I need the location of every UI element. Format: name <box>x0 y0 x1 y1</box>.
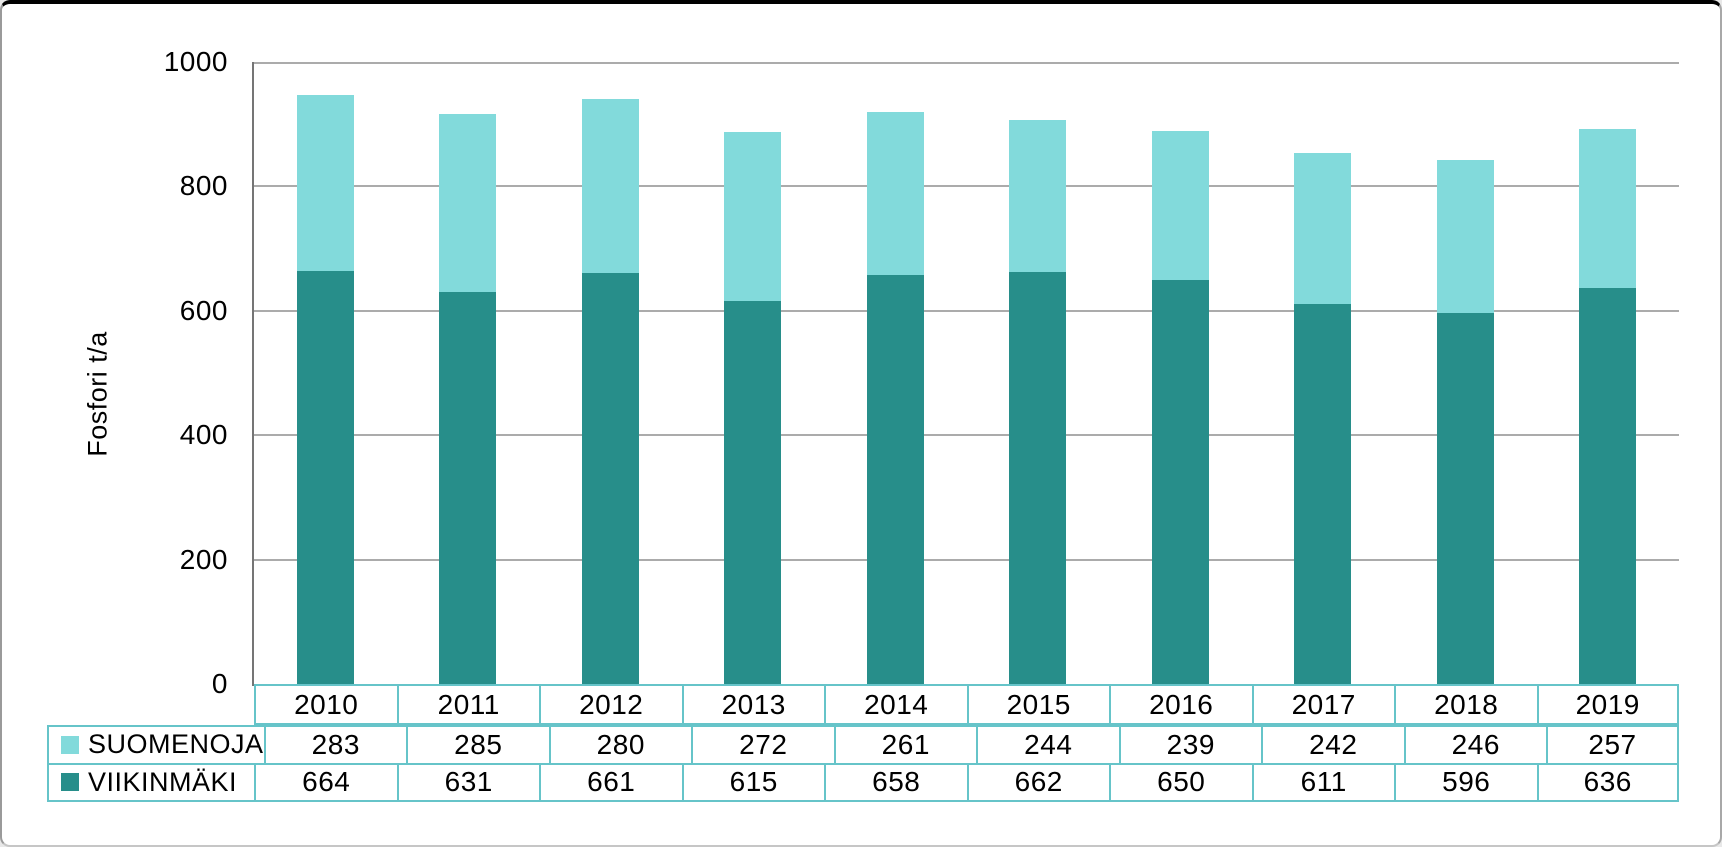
cell-suomenoja-2014: 261 <box>836 727 979 763</box>
gridline-1000 <box>254 62 1679 64</box>
y-tick-label-0: 0 <box>211 668 228 699</box>
year-header-2011: 2011 <box>399 686 541 723</box>
x-axis-year-header-row: 2010 2011 2012 2013 2014 2015 2016 2017 2018 2019 <box>254 684 1679 725</box>
year-header-2013: 2013 <box>684 686 826 723</box>
bar-2017-viikinm-ki <box>1294 303 1352 684</box>
bar-2014-viikinm-ki <box>866 274 924 684</box>
y-tick-label-200: 200 <box>179 543 228 575</box>
y-tick-label-600: 600 <box>179 294 228 326</box>
cell-viikinm-ki-2016: 650 <box>1111 764 1254 800</box>
legend-color-swatch-viikinm-ki <box>61 773 79 792</box>
legend-suomenoja: SUOMENOJA <box>49 727 266 763</box>
cell-viikinm-ki-2011: 631 <box>399 764 541 800</box>
cell-suomenoja-2011: 285 <box>408 727 551 763</box>
data-table: SUOMENOJA 283 285 280 272 261 244 239 242 246 257 V… <box>47 725 1679 802</box>
bar-2011-suomenoja <box>439 114 497 292</box>
bar-2015-suomenoja <box>1009 120 1067 273</box>
bar-2012-viikinm-ki <box>581 272 639 684</box>
bar-2016-suomenoja <box>1151 131 1209 280</box>
cell-suomenoja-2010: 283 <box>266 727 409 763</box>
year-header-2016: 2016 <box>1111 686 1254 723</box>
legend-label-suomenoja: SUOMENOJA <box>88 729 264 760</box>
cell-suomenoja-2013: 272 <box>693 727 836 763</box>
year-header-2010: 2010 <box>256 686 399 723</box>
cell-viikinm-ki-2014: 658 <box>826 764 969 800</box>
bar-2019-suomenoja <box>1579 128 1637 289</box>
y-tick-label-400: 400 <box>179 419 228 451</box>
bar-2018-viikinm-ki <box>1436 313 1494 684</box>
bar-2015-viikinm-ki <box>1009 272 1067 684</box>
table-row-viikinm-ki: VIIKINMÄKI 664 631 661 615 658 662 650 611 596 636 <box>49 764 1677 800</box>
cell-viikinm-ki-2013: 615 <box>684 764 826 800</box>
year-header-2017: 2017 <box>1254 686 1396 723</box>
bar-2016-viikinm-ki <box>1151 279 1209 684</box>
cell-suomenoja-2017: 242 <box>1263 727 1406 763</box>
cell-viikinm-ki-2015: 662 <box>969 764 1111 800</box>
table-row-suomenoja: SUOMENOJA 283 285 280 272 261 244 239 242 246 257 <box>49 727 1677 765</box>
y-axis-line <box>252 62 254 686</box>
legend-color-swatch-suomenoja <box>61 735 79 754</box>
bar-2010-suomenoja <box>296 94 354 271</box>
cell-viikinm-ki-2019: 636 <box>1583 766 1632 798</box>
legend-viikinm-ki: VIIKINMÄKI <box>49 764 256 800</box>
legend-label-viikinm-ki: VIIKINMÄKI <box>88 766 238 797</box>
y-tick-label-800: 800 <box>179 170 228 202</box>
cell-viikinm-ki-2018: 596 <box>1396 764 1539 800</box>
bar-2010-viikinm-ki <box>296 271 354 684</box>
bar-2011-viikinm-ki <box>439 291 497 684</box>
bar-2012-suomenoja <box>581 98 639 273</box>
year-header-2015: 2015 <box>969 686 1111 723</box>
cell-viikinm-ki-2012: 661 <box>541 764 684 800</box>
year-header-2012: 2012 <box>541 686 684 723</box>
cell-suomenoja-2018: 246 <box>1406 727 1549 763</box>
bar-2014-suomenoja <box>866 112 924 275</box>
cell-suomenoja-2015: 244 <box>978 727 1121 763</box>
cell-suomenoja-2016: 239 <box>1121 727 1264 763</box>
year-header-2018: 2018 <box>1396 686 1539 723</box>
gridline-800 <box>254 185 1679 188</box>
y-tick-label-1000: 1000 <box>163 46 228 77</box>
gridline-600 <box>254 309 1679 312</box>
cell-viikinm-ki-2017: 611 <box>1254 764 1396 800</box>
bar-2019-viikinm-ki <box>1579 288 1637 684</box>
bar-2018-suomenoja <box>1436 160 1494 314</box>
cell-suomenoja-2019: 257 <box>1588 728 1637 760</box>
year-header-2019: 2019 <box>1575 688 1640 720</box>
gridline-200 <box>254 558 1679 561</box>
bar-2013-viikinm-ki <box>724 301 782 684</box>
cell-viikinm-ki-2010: 664 <box>256 764 399 800</box>
cell-suomenoja-2012: 280 <box>551 727 694 763</box>
gridline-400 <box>254 434 1679 437</box>
year-header-2014: 2014 <box>826 686 969 723</box>
bar-2013-suomenoja <box>724 132 782 302</box>
bar-2017-suomenoja <box>1294 153 1352 304</box>
plot-area <box>252 62 1679 686</box>
